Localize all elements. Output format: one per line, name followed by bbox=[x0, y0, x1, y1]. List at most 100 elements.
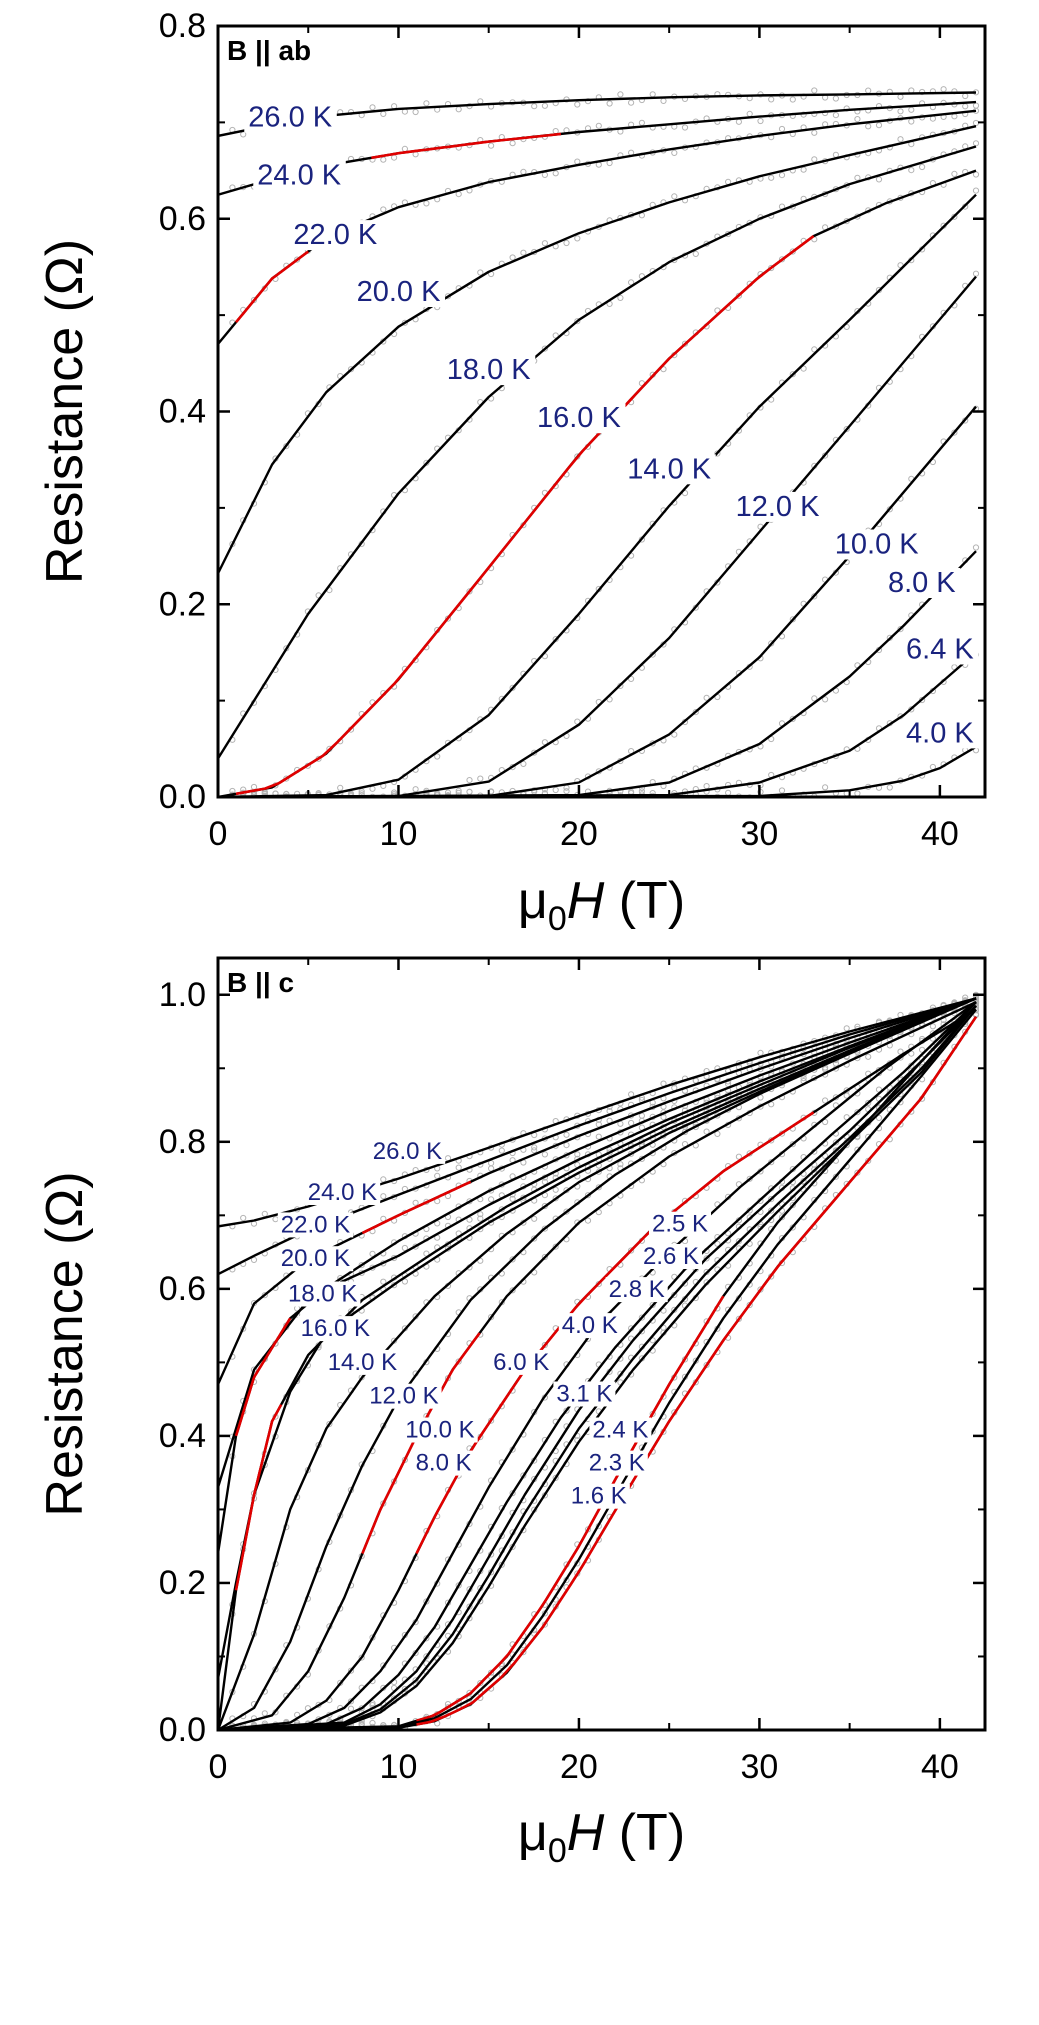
y-tick-label: 0.0 bbox=[159, 1711, 206, 1749]
raw-point bbox=[531, 1147, 538, 1154]
label-background bbox=[605, 1277, 668, 1303]
raw-point bbox=[660, 97, 667, 105]
raw-point bbox=[401, 145, 408, 152]
raw-point bbox=[563, 788, 570, 795]
raw-point bbox=[477, 1215, 484, 1222]
x-tick-label: 40 bbox=[921, 815, 959, 853]
raw-point bbox=[369, 1250, 376, 1257]
raw-point bbox=[703, 783, 710, 790]
raw-point bbox=[703, 1128, 710, 1135]
raw-point bbox=[972, 119, 980, 127]
y-tick-label: 0.6 bbox=[159, 200, 206, 238]
raw-point bbox=[423, 100, 430, 107]
curve-4-0-k bbox=[218, 1001, 977, 1730]
raw-point bbox=[875, 1114, 883, 1122]
raw-point bbox=[595, 122, 602, 129]
raw-point bbox=[563, 239, 570, 247]
raw-point bbox=[261, 1292, 268, 1299]
raw-point bbox=[552, 1243, 559, 1250]
raw-point bbox=[477, 1211, 484, 1218]
raw-point bbox=[574, 1151, 581, 1158]
temperature-label: 2.3 K bbox=[589, 1450, 645, 1477]
y-tick-label: 0.0 bbox=[159, 778, 206, 816]
raw-point bbox=[520, 249, 527, 256]
raw-point bbox=[832, 112, 840, 119]
temperature-label: 4.0 K bbox=[906, 717, 974, 749]
raw-point bbox=[488, 1165, 495, 1172]
raw-point bbox=[757, 1286, 764, 1293]
temperature-label: 22.0 K bbox=[281, 1211, 350, 1238]
raw-point bbox=[811, 695, 818, 702]
raw-point bbox=[649, 1301, 656, 1309]
curve-16-0-k bbox=[218, 169, 977, 797]
raw-point bbox=[962, 92, 969, 100]
raw-point bbox=[498, 1147, 505, 1154]
raw-point bbox=[326, 1420, 333, 1428]
raw-point bbox=[477, 1680, 484, 1687]
raw-point bbox=[455, 191, 462, 198]
raw-point bbox=[552, 1474, 559, 1482]
raw-point bbox=[358, 1654, 365, 1661]
raw-point bbox=[294, 256, 301, 263]
label-background bbox=[585, 1450, 648, 1476]
temperature-label: 4.0 K bbox=[562, 1312, 618, 1339]
raw-point bbox=[789, 96, 796, 103]
raw-point bbox=[897, 626, 904, 633]
x-tick-label: 30 bbox=[740, 815, 778, 853]
raw-point bbox=[488, 1196, 495, 1203]
raw-point bbox=[735, 1315, 743, 1323]
y-tick-label: 0.4 bbox=[159, 1417, 206, 1455]
label-background bbox=[731, 491, 825, 522]
raw-point bbox=[434, 753, 441, 760]
raw-point bbox=[273, 799, 278, 804]
temperature-label: 6.0 K bbox=[493, 1349, 549, 1376]
raw-point bbox=[261, 1710, 268, 1717]
raw-point bbox=[541, 1151, 549, 1158]
raw-point bbox=[854, 1169, 861, 1176]
raw-point bbox=[455, 1582, 462, 1589]
raw-point bbox=[725, 789, 732, 796]
raw-point bbox=[919, 1046, 926, 1053]
raw-point bbox=[412, 1677, 419, 1684]
highlight-curve-1-6-k bbox=[416, 1016, 978, 1726]
label-background bbox=[277, 1246, 354, 1272]
raw-point bbox=[822, 1097, 829, 1104]
curve-12-0-k bbox=[218, 997, 977, 1730]
raw-point bbox=[617, 294, 624, 301]
raw-point bbox=[380, 156, 387, 163]
label-background bbox=[623, 454, 716, 485]
raw-point bbox=[509, 1256, 516, 1263]
curve-24-0-k bbox=[218, 997, 977, 1276]
raw-point bbox=[466, 1603, 473, 1610]
highlight-curve-22-0-k bbox=[235, 250, 309, 324]
temperature-label: 24.0 K bbox=[257, 159, 341, 191]
raw-point bbox=[574, 158, 581, 165]
curve-2-5-k bbox=[218, 1005, 977, 1730]
raw-point bbox=[929, 1023, 937, 1030]
panel-b-parallel-c: 26.0 K 24.0 K 22.0 K 20.0 K 18.0 K 16.0 K 14.0… bbox=[36, 956, 987, 1870]
raw-point bbox=[541, 171, 549, 178]
temperature-labels: 26.0 K 24.0 K 22.0 K 20.0 K 18.0 K 16.0 K 14.0… bbox=[277, 1138, 712, 1510]
temperature-label: 12.0 K bbox=[736, 491, 820, 523]
raw-point bbox=[552, 786, 559, 794]
highlight-curve-2-4-k bbox=[416, 1295, 725, 1723]
curve-6-4-k bbox=[218, 651, 977, 797]
raw-point bbox=[488, 1314, 495, 1321]
raw-point bbox=[865, 1157, 872, 1164]
raw-point bbox=[692, 709, 699, 716]
raw-point bbox=[595, 1133, 602, 1140]
x-tick-label: 30 bbox=[740, 1748, 778, 1786]
raw-point bbox=[778, 125, 786, 133]
raw-point bbox=[778, 172, 786, 179]
temperature-label: 14.0 K bbox=[328, 1349, 397, 1376]
raw-point bbox=[951, 213, 958, 220]
raw-point bbox=[638, 1314, 646, 1321]
label-background bbox=[589, 1417, 652, 1443]
raw-point bbox=[466, 788, 473, 795]
curve-18-0-k bbox=[218, 145, 977, 760]
y-tick-label: 0.8 bbox=[159, 1123, 206, 1161]
raw-point bbox=[401, 319, 408, 326]
raw-point bbox=[575, 798, 580, 803]
raw-point bbox=[358, 794, 365, 797]
raw-point bbox=[541, 1225, 549, 1232]
